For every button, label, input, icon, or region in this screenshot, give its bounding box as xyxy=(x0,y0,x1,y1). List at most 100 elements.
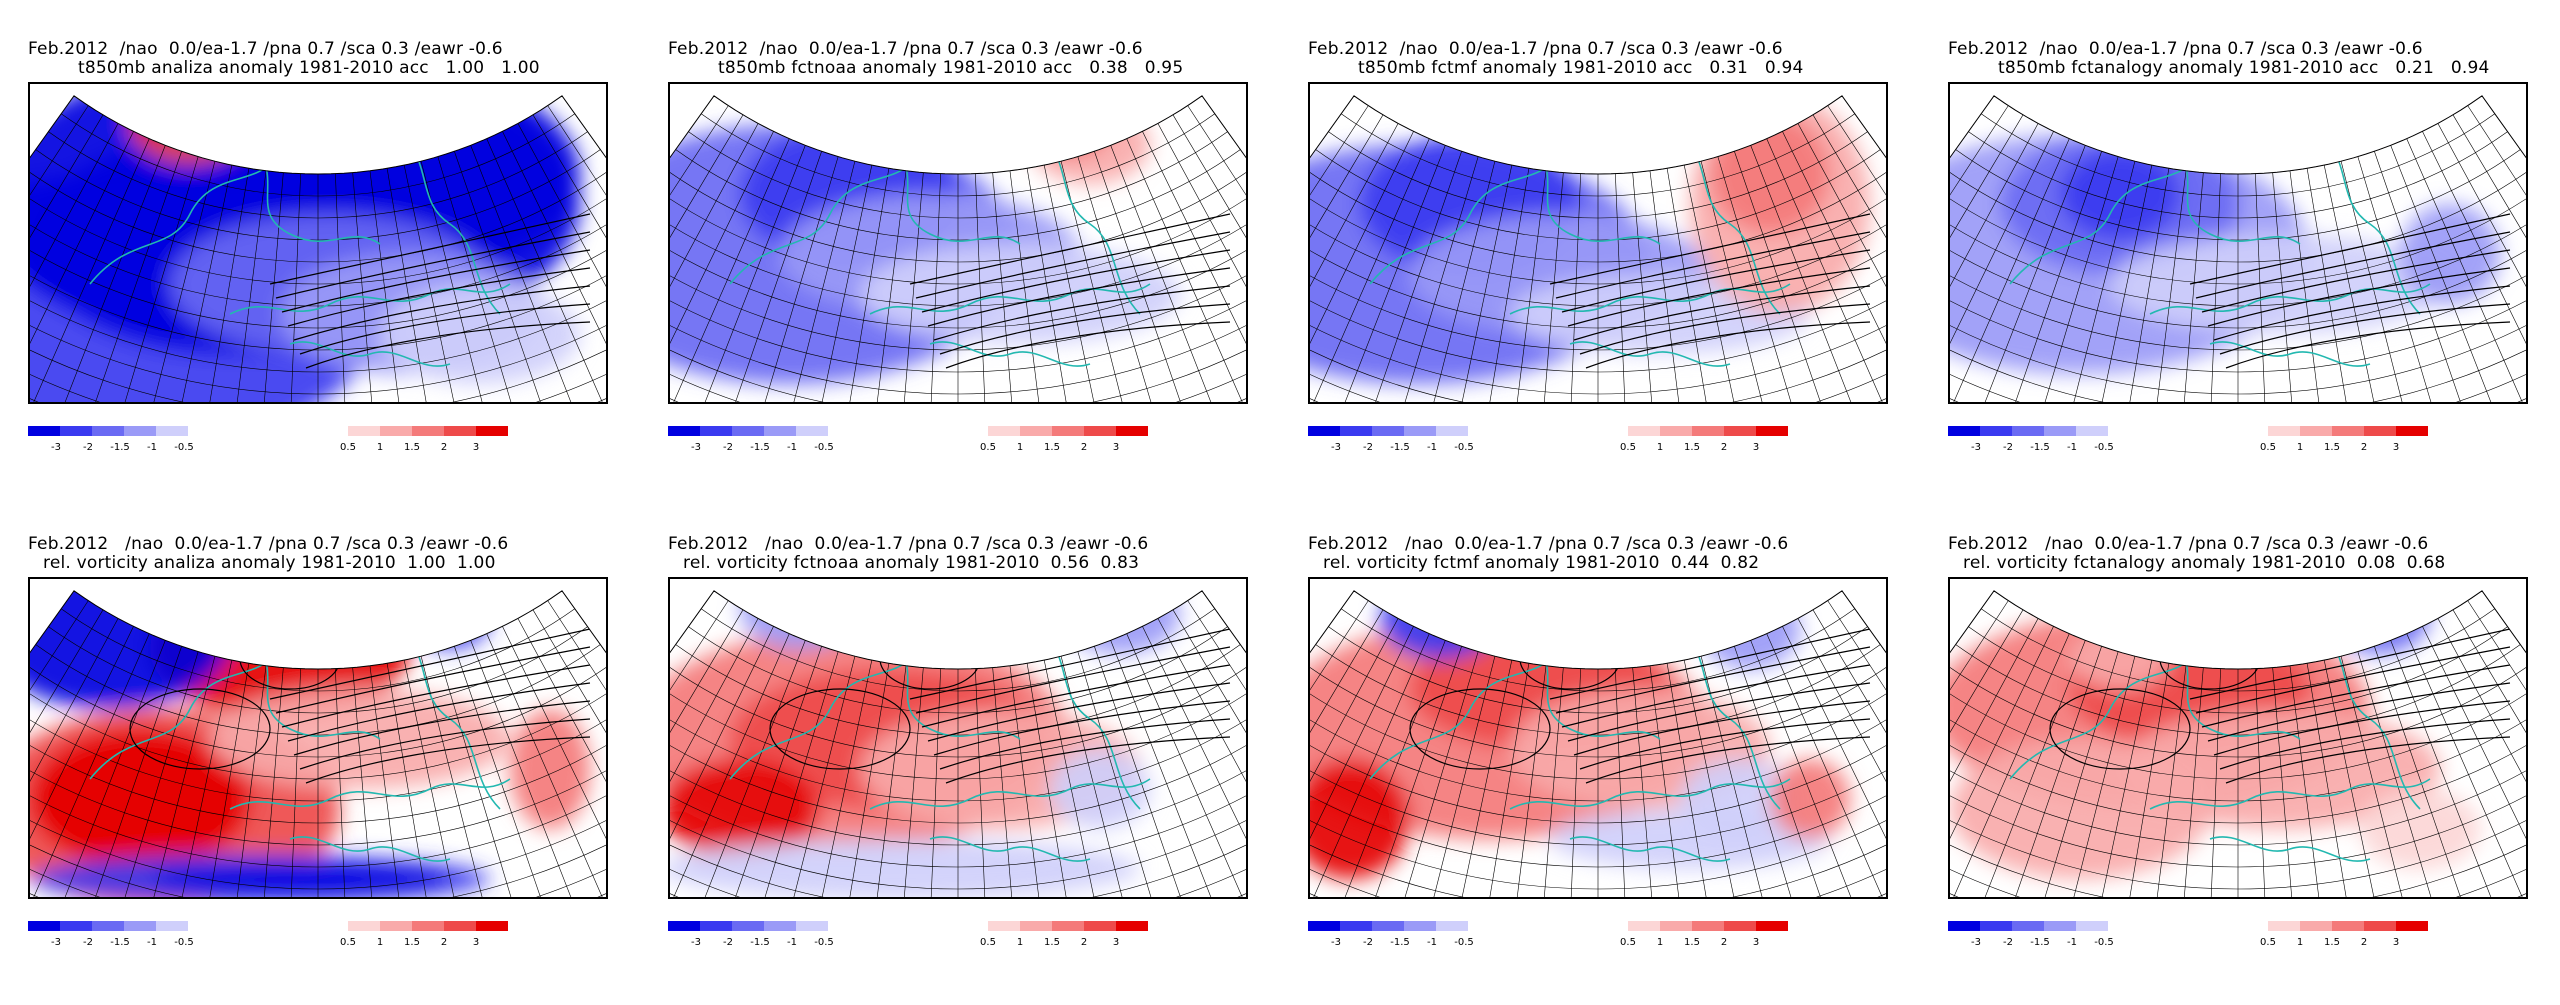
colorbar-swatch-neg xyxy=(1372,426,1404,436)
colorbar-tick-label: -1.5 xyxy=(1390,442,1410,453)
colorbar: -3 -2 -1.5 -1 -0.5 0.5 1 1.5 2 3 xyxy=(28,426,618,466)
colorbar-swatch-pos xyxy=(2396,426,2428,436)
colorbar-swatch-neg xyxy=(764,426,796,436)
colorbar-swatch-neg xyxy=(700,921,732,931)
colorbar-tick-label: -0.5 xyxy=(1454,442,1474,453)
colorbar-tick-label: -3 xyxy=(691,937,701,948)
colorbar-graphic: -3 -2 -1.5 -1 -0.5 0.5 1 1.5 2 3 xyxy=(1308,921,1788,948)
colorbar-tick-label: 0.5 xyxy=(340,442,356,453)
colorbar-swatches xyxy=(28,921,508,931)
colorbar-tick-label: 1.5 xyxy=(2324,937,2340,948)
colorbar-tick-label: -1 xyxy=(2067,442,2077,453)
colorbar-swatch-pos xyxy=(2364,921,2396,931)
anomaly-map xyxy=(30,590,606,897)
colorbar-swatch-pos xyxy=(1084,426,1116,436)
sector-outline xyxy=(1950,95,2526,175)
colorbar-tick-label: -0.5 xyxy=(2094,442,2114,453)
colorbar-tick-label: -0.5 xyxy=(814,442,834,453)
colorbar-tick-label: 1.5 xyxy=(404,937,420,948)
colorbar-tick-label: 1.5 xyxy=(404,442,420,453)
colorbar-swatch-neg xyxy=(1980,921,2012,931)
map-panel-t850-fctanalogy: Feb.2012 /nao 0.0/ea-1.7 /pna 0.7 /sca 0… xyxy=(1938,40,2558,510)
colorbar-swatch-pos xyxy=(1052,426,1084,436)
colorbar-swatch-neg xyxy=(668,921,700,931)
colorbar-swatch-neg xyxy=(28,921,60,931)
colorbar-tick-label: -2 xyxy=(723,937,733,948)
contour-lines xyxy=(269,213,591,369)
map-panel-vorticity-fctnoaa: Feb.2012 /nao 0.0/ea-1.7 /pna 0.7 /sca 0… xyxy=(658,535,1278,1005)
panel-title-line2: rel. vorticity fctnoaa anomaly 1981-2010… xyxy=(683,553,1140,573)
colorbar: -3 -2 -1.5 -1 -0.5 0.5 1 1.5 2 3 xyxy=(668,921,1258,961)
colorbar-tick-label: 2 xyxy=(1081,937,1087,948)
colorbar-swatch-neg xyxy=(796,426,828,436)
colorbar-tick-label: 1.5 xyxy=(1044,937,1060,948)
colorbar-tick-label: -3 xyxy=(1331,442,1341,453)
colorbar-swatch-neg xyxy=(732,921,764,931)
colorbar-swatch-pos xyxy=(444,921,476,931)
colorbar-swatch-neg xyxy=(764,921,796,931)
colorbar-swatch-pos xyxy=(1628,921,1660,931)
colorbar-swatch-pos xyxy=(1628,426,1660,436)
colorbar-tick-label: -3 xyxy=(1331,937,1341,948)
colorbar-tick-label: -2 xyxy=(723,442,733,453)
colorbar-tick-label: -2 xyxy=(83,937,93,948)
colorbar-tick-label: 0.5 xyxy=(2260,937,2276,948)
map-frame xyxy=(1308,82,1888,404)
map-frame xyxy=(1308,577,1888,899)
colorbar-tick-label: -0.5 xyxy=(2094,937,2114,948)
panel-title-line2: rel. vorticity analiza anomaly 1981-2010… xyxy=(43,553,496,573)
colorbar-tick-label: -1.5 xyxy=(2030,442,2050,453)
colorbar-swatch-neg xyxy=(1340,426,1372,436)
contour-lines xyxy=(1549,213,1871,369)
panel-title-line1: Feb.2012 /nao 0.0/ea-1.7 /pna 0.7 /sca 0… xyxy=(1948,534,2429,554)
sector-outline xyxy=(670,95,1246,175)
colorbar-tick-label: 1 xyxy=(1017,937,1023,948)
colorbar-swatch-neg xyxy=(1308,921,1340,931)
map-sector xyxy=(1310,590,1886,897)
colorbar-swatch-pos xyxy=(1020,921,1052,931)
colorbar-swatch-neg xyxy=(2044,921,2076,931)
colorbar-tick-label: -1 xyxy=(1427,442,1437,453)
colorbar-tick-label: -1 xyxy=(2067,937,2077,948)
map-sector xyxy=(670,95,1246,402)
colorbar-swatch-pos xyxy=(1020,426,1052,436)
colorbar-swatch-neg xyxy=(2012,426,2044,436)
contour-lines xyxy=(909,213,1231,369)
colorbar-swatch-pos xyxy=(476,426,508,436)
colorbar-tick-label: 2 xyxy=(1721,937,1727,948)
colorbar-tick-label: -3 xyxy=(1971,937,1981,948)
panel-title-line1: Feb.2012 /nao 0.0/ea-1.7 /pna 0.7 /sca 0… xyxy=(668,39,1143,59)
lat-lon-grid xyxy=(670,95,1246,402)
colorbar-swatches xyxy=(1308,426,1788,436)
colorbar-tick-label: 2 xyxy=(1721,442,1727,453)
colorbar-swatch-pos xyxy=(1724,426,1756,436)
colorbar-swatch-pos xyxy=(1116,426,1148,436)
colorbar-swatch-pos xyxy=(988,921,1020,931)
colorbar-swatch-pos xyxy=(444,426,476,436)
colorbar-tick-label: -0.5 xyxy=(174,937,194,948)
colorbar-swatch-pos xyxy=(1756,426,1788,436)
colorbar-swatch-neg xyxy=(700,426,732,436)
colorbar: -3 -2 -1.5 -1 -0.5 0.5 1 1.5 2 3 xyxy=(1948,921,2538,961)
colorbar-tick-label: 3 xyxy=(2393,937,2399,948)
colorbar-tick-label: 0.5 xyxy=(340,937,356,948)
sector-outline xyxy=(1950,590,2526,670)
colorbar-tick-label: -2 xyxy=(1363,442,1373,453)
colorbar-swatch-neg xyxy=(2076,426,2108,436)
colorbar-swatches xyxy=(1948,921,2428,931)
colorbar-swatch-neg xyxy=(796,921,828,931)
colorbar-tick-label: 3 xyxy=(473,937,479,948)
colorbar-tick-label: -1 xyxy=(147,937,157,948)
colorbar-swatch-pos xyxy=(1084,921,1116,931)
colorbar-tick-label: 0.5 xyxy=(2260,442,2276,453)
colorbar-swatch-neg xyxy=(60,426,92,436)
colorbar-swatch-pos xyxy=(2396,921,2428,931)
colorbar-swatch-pos xyxy=(1756,921,1788,931)
panel-title-line2: rel. vorticity fctanalogy anomaly 1981-2… xyxy=(1963,553,2446,573)
colorbar-swatch-pos xyxy=(380,921,412,931)
panel-title-line2: t850mb fctnoaa anomaly 1981-2010 acc 0.3… xyxy=(718,58,1184,78)
colorbar-swatch-neg xyxy=(1948,426,1980,436)
colorbar-tick-label: -2 xyxy=(83,442,93,453)
colorbar-tick-label: 1.5 xyxy=(1684,937,1700,948)
colorbar-tick-label: -0.5 xyxy=(1454,937,1474,948)
